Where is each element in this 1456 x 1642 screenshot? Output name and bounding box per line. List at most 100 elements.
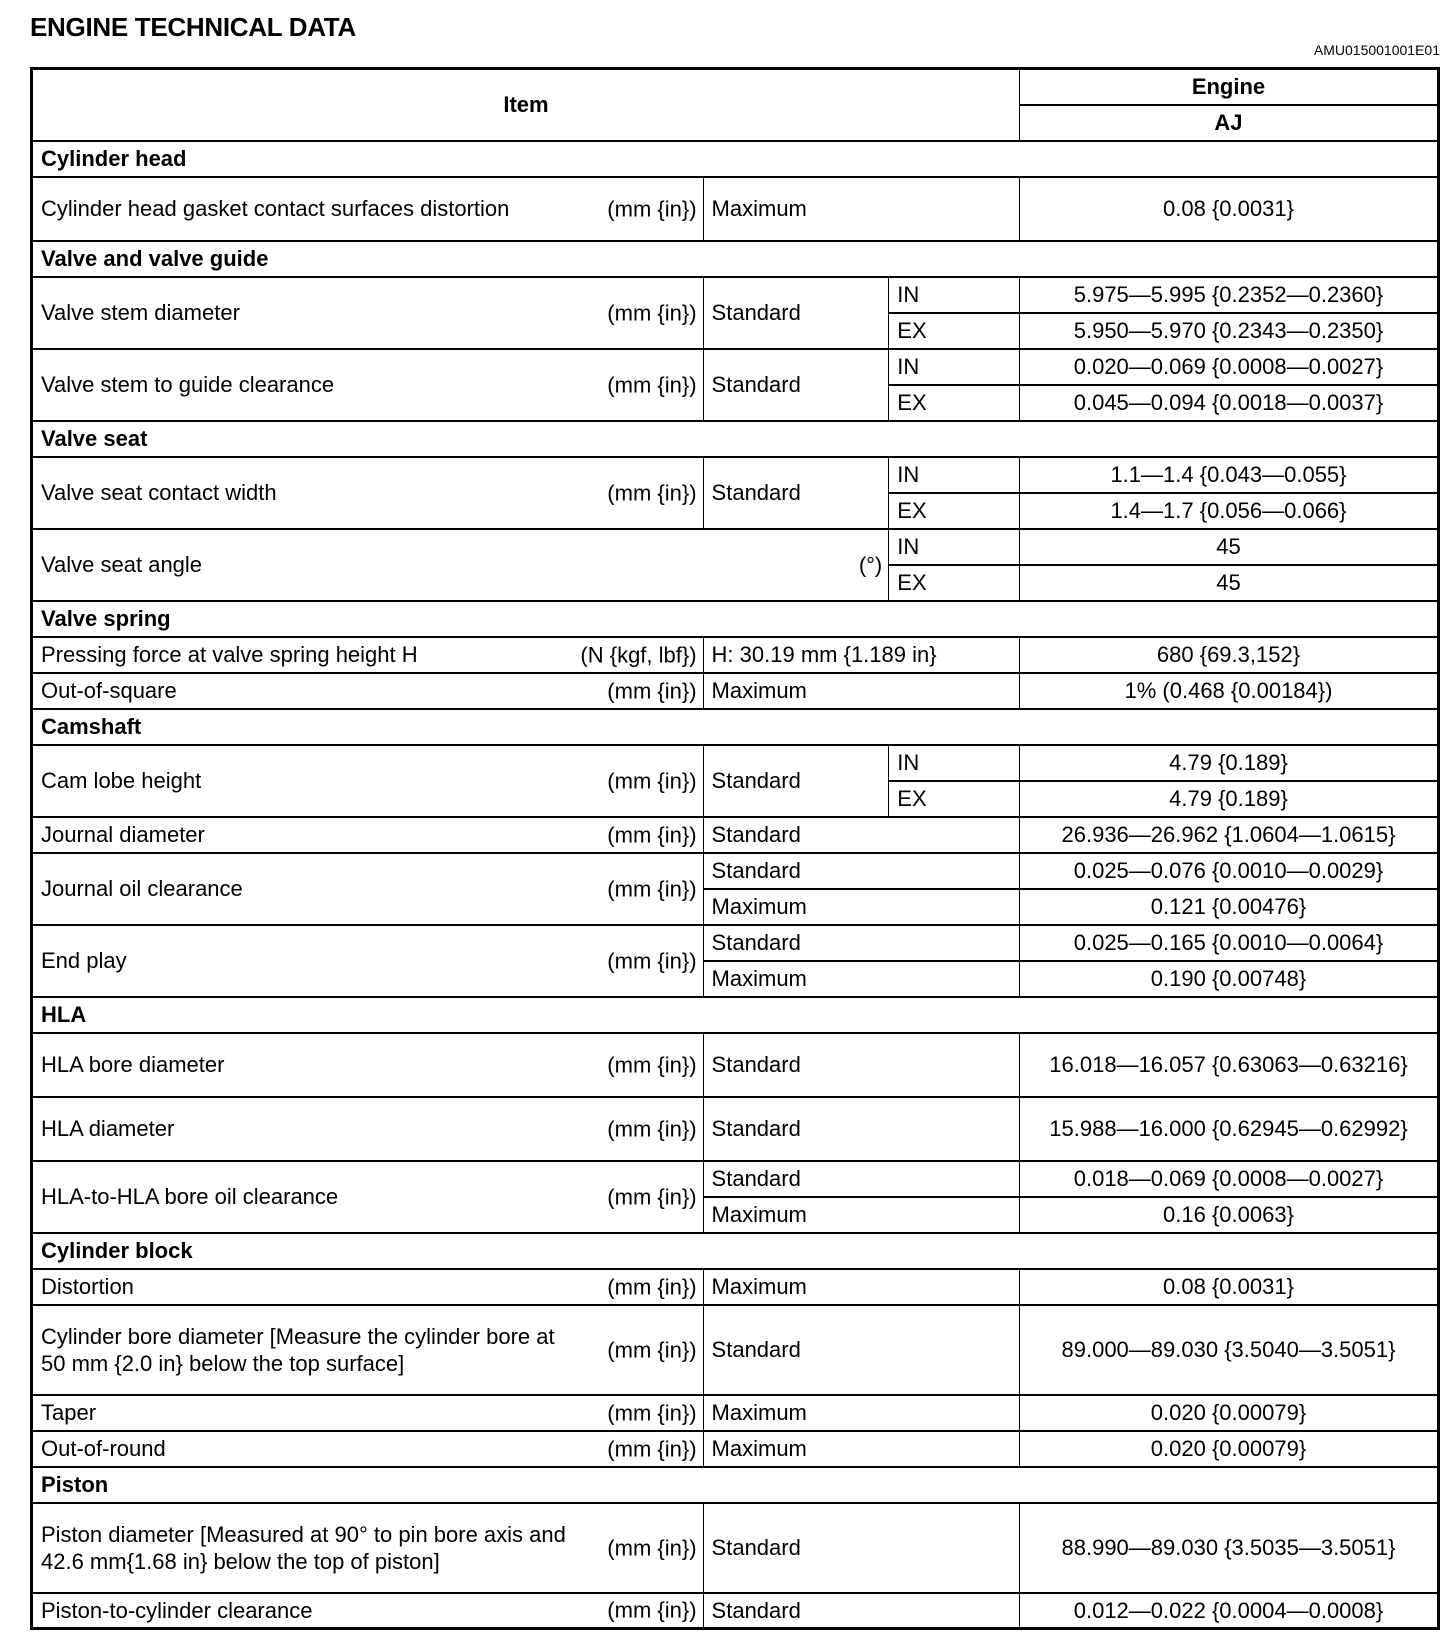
item-unit: (mm {in}) <box>607 1184 697 1209</box>
item-cell: Valve stem diameter (mm {in}) <box>31 275 704 350</box>
table-row: EX 4.79 {0.189} <box>32 779 1440 818</box>
item-cell: Cylinder head gasket contact surfaces di… <box>31 175 704 242</box>
table-row: Cylinder head gasket contact surfaces di… <box>31 175 1440 242</box>
table-row: Maximum 0.190 {0.00748} <box>32 959 1440 998</box>
condition: Maximum <box>702 671 1020 710</box>
condition: Standard <box>702 1031 1020 1098</box>
condition: Standard <box>702 743 890 818</box>
item-unit: (mm {in}) <box>607 1597 697 1623</box>
item-label: Out-of-round <box>41 1436 166 1461</box>
condition: H: 30.19 mm {1.189 in} <box>702 635 1020 674</box>
item-unit: (mm {in}) <box>607 480 697 505</box>
condition: Standard <box>702 455 890 530</box>
condition: Standard <box>702 923 1020 962</box>
table-row: Out-of-round (mm {in}) Maximum 0.020 {0.000… <box>31 1429 1440 1468</box>
header-engine: Engine <box>1018 67 1440 106</box>
table-row: EX 1.4—1.7 {0.056—0.066} <box>32 491 1440 530</box>
table-row: HLA-to-HLA bore oil clearance (mm {in}) St… <box>31 1159 1440 1234</box>
item-cell: HLA diameter (mm {in}) <box>31 1095 704 1162</box>
item-label: Cylinder bore diameter [Measure the cyli… <box>41 1323 555 1376</box>
spec-value: 26.936—26.962 {1.0604—1.0615} <box>1018 815 1440 854</box>
table-row: Valve seat angle (°) IN 45 <box>30 527 1440 602</box>
spec-value: 0.121 {0.00476} <box>1018 887 1440 926</box>
condition: Standard <box>702 851 1020 890</box>
section-title: Valve and valve guide <box>31 239 1439 278</box>
spec-value: 0.16 {0.0063} <box>1018 1195 1440 1234</box>
condition: Maximum <box>702 887 1020 926</box>
item-cell: Pressing force at valve spring height H (… <box>31 635 704 674</box>
condition: Maximum <box>702 959 1020 998</box>
item-label: Journal diameter <box>41 822 205 847</box>
table-row: Out-of-square (mm {in}) Maximum 1% (0.468 {… <box>31 671 1440 710</box>
spec-value: 0.08 {0.0031} <box>1018 175 1440 242</box>
item-unit: (°) <box>858 552 883 577</box>
spec-value: 0.190 {0.00748} <box>1018 959 1440 998</box>
spec-value: 89.000—89.030 {3.5040—3.5051} <box>1018 1303 1440 1396</box>
table-row: Journal oil clearance (mm {in}) Standard 0.… <box>31 851 1440 926</box>
section-row: Valve seat <box>31 419 1439 458</box>
item-label: HLA bore diameter <box>41 1052 225 1077</box>
table-row: EX 5.950—5.970 {0.2343—0.2350} <box>32 311 1440 350</box>
item-label: Journal oil clearance <box>41 876 243 901</box>
table-row: HLA bore diameter (mm {in}) Standard 16.018… <box>31 1031 1440 1098</box>
section-row: HLA <box>31 995 1439 1034</box>
item-unit: (mm {in}) <box>607 1535 697 1560</box>
item-label: Valve seat contact width <box>41 480 277 505</box>
item-cell: HLA bore diameter (mm {in}) <box>31 1031 704 1098</box>
item-cell: Out-of-square (mm {in}) <box>31 671 704 710</box>
spec-value: 1.4—1.7 {0.056—0.066} <box>1018 491 1440 530</box>
item-unit: (mm {in}) <box>607 948 697 973</box>
page-title: ENGINE TECHNICAL DATA <box>30 12 356 42</box>
spec-value: 4.79 {0.189} <box>1018 743 1440 782</box>
intake-exhaust-tag: EX <box>888 311 1020 350</box>
item-cell: Taper (mm {in}) <box>31 1393 704 1432</box>
item-cell: HLA-to-HLA bore oil clearance (mm {in}) <box>31 1159 704 1234</box>
spec-value: 1% (0.468 {0.00184}) <box>1018 671 1440 710</box>
item-unit: (mm {in}) <box>607 768 697 793</box>
spec-value: 0.018—0.069 {0.0008—0.0027} <box>1018 1159 1440 1198</box>
item-cell: Valve stem to guide clearance (mm {in}) <box>31 347 704 422</box>
item-label: Distortion <box>41 1274 134 1299</box>
section-title: HLA <box>31 995 1439 1034</box>
condition: Standard <box>702 275 890 350</box>
condition: Maximum <box>702 175 1020 242</box>
table-row: Maximum 0.16 {0.0063} <box>32 1195 1440 1234</box>
item-label: Cam lobe height <box>41 768 202 793</box>
spec-value: 5.975—5.995 {0.2352—0.2360} <box>1018 275 1440 314</box>
item-cell: Journal diameter (mm {in}) <box>31 815 704 854</box>
header-model: AJ <box>1018 103 1440 142</box>
document-code: AMU015001001E01 <box>1313 42 1440 58</box>
spec-value: 45 <box>1018 527 1440 566</box>
spec-value: 4.79 {0.189} <box>1018 779 1440 818</box>
table-row: Valve stem diameter (mm {in}) Standard IN 5.… <box>31 275 1440 350</box>
spec-value: 0.08 {0.0031} <box>1018 1267 1440 1306</box>
section-title: Camshaft <box>31 707 1439 746</box>
table-row: Piston-to-cylinder clearance (mm {in}) Sta… <box>31 1591 1440 1630</box>
section-row: Camshaft <box>31 707 1439 746</box>
item-cell: Distortion (mm {in}) <box>31 1267 704 1306</box>
table-row: Cylinder bore diameter [Measure the cyli… <box>31 1303 1440 1396</box>
section-row: Valve and valve guide <box>31 239 1439 278</box>
spec-value: 0.020—0.069 {0.0008—0.0027} <box>1018 347 1440 386</box>
section-row: Valve spring <box>31 599 1439 638</box>
item-unit: (mm {in}) <box>607 1436 697 1461</box>
item-label: Valve stem to guide clearance <box>41 372 335 397</box>
condition: Standard <box>702 1501 1020 1594</box>
section-title: Cylinder block <box>31 1231 1439 1270</box>
intake-exhaust-tag: IN <box>888 347 1020 386</box>
table-row: Pressing force at valve spring height H (… <box>31 635 1440 674</box>
spec-value: 0.045—0.094 {0.0018—0.0037} <box>1018 383 1440 422</box>
condition: Maximum <box>702 1393 1020 1432</box>
item-cell: Journal oil clearance (mm {in}) <box>31 851 704 926</box>
header-item: Item <box>31 67 1020 142</box>
table-row: Distortion (mm {in}) Maximum 0.08 {0.0031} <box>31 1267 1440 1306</box>
spec-value: 0.012—0.022 {0.0004—0.0008} <box>1018 1591 1440 1630</box>
spec-value: 15.988—16.000 {0.62945—0.62992} <box>1018 1095 1440 1162</box>
table-row: EX 0.045—0.094 {0.0018—0.0037} <box>32 383 1440 422</box>
intake-exhaust-tag: EX <box>888 563 1020 602</box>
condition: Standard <box>702 815 1020 854</box>
table-row: Maximum 0.121 {0.00476} <box>32 887 1440 926</box>
item-label: Cylinder head gasket contact surfaces di… <box>41 196 510 221</box>
item-cell: Out-of-round (mm {in}) <box>31 1429 704 1468</box>
item-label: Valve stem diameter <box>41 300 240 325</box>
